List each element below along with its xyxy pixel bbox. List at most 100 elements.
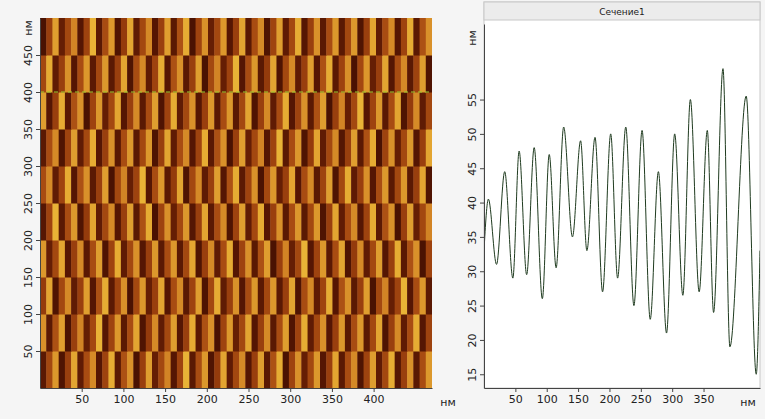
cell xyxy=(345,129,352,167)
cell xyxy=(177,18,184,56)
cell xyxy=(245,55,252,93)
cell xyxy=(84,92,91,130)
cell xyxy=(77,351,84,388)
cell xyxy=(388,166,395,204)
tick-label: 45 xyxy=(466,162,479,176)
cell xyxy=(364,314,371,352)
cell xyxy=(77,55,84,93)
cell xyxy=(227,240,234,278)
cell xyxy=(202,277,209,315)
cell xyxy=(152,166,159,204)
cell xyxy=(171,18,178,56)
cell xyxy=(395,351,402,388)
cell xyxy=(370,314,377,352)
cell xyxy=(370,351,377,388)
cell xyxy=(314,18,321,56)
cell xyxy=(314,92,321,130)
cell xyxy=(71,351,78,388)
cell xyxy=(376,314,383,352)
cell xyxy=(426,129,432,167)
cell xyxy=(326,166,333,204)
cell xyxy=(220,18,227,56)
cell xyxy=(264,314,271,352)
cell xyxy=(189,314,196,352)
cell xyxy=(264,18,271,56)
cell xyxy=(164,55,171,93)
cell xyxy=(264,129,271,167)
cell xyxy=(227,203,234,241)
cell xyxy=(339,92,346,130)
cell xyxy=(301,240,308,278)
cell xyxy=(258,92,265,130)
cell xyxy=(71,314,78,352)
cell xyxy=(326,203,333,241)
cell xyxy=(264,55,271,93)
cell xyxy=(326,92,333,130)
tick-mark xyxy=(36,166,40,167)
cell xyxy=(227,166,234,204)
cell xyxy=(252,314,259,352)
cell xyxy=(308,314,315,352)
cell xyxy=(270,129,277,167)
cell xyxy=(276,18,283,56)
cell xyxy=(196,129,203,167)
cell xyxy=(395,166,402,204)
tick-label: 40 xyxy=(466,196,479,210)
cell xyxy=(270,203,277,241)
tick-mark xyxy=(207,388,208,392)
cell xyxy=(283,314,290,352)
tick-label: 25 xyxy=(466,299,479,313)
cell xyxy=(407,314,414,352)
tick: 250 xyxy=(631,388,652,406)
tick-mark xyxy=(36,240,40,241)
cell xyxy=(196,92,203,130)
cell xyxy=(196,314,203,352)
cell xyxy=(239,55,246,93)
cell xyxy=(65,314,72,352)
cell xyxy=(351,92,358,130)
cell xyxy=(96,314,103,352)
tick: 450 xyxy=(22,45,40,66)
cell xyxy=(146,18,153,56)
cell xyxy=(295,203,302,241)
tick: 200 xyxy=(22,230,40,251)
cell xyxy=(364,92,371,130)
cell xyxy=(413,166,420,204)
cell xyxy=(127,55,134,93)
cell xyxy=(283,55,290,93)
cell xyxy=(59,203,66,241)
cell xyxy=(314,203,321,241)
cell xyxy=(339,129,346,167)
tick-mark xyxy=(480,237,484,238)
cell xyxy=(276,314,283,352)
cell xyxy=(407,18,414,56)
cell xyxy=(183,55,190,93)
cell xyxy=(245,277,252,315)
cell xyxy=(395,240,402,278)
cell xyxy=(183,314,190,352)
tick-mark xyxy=(641,388,642,392)
cell xyxy=(121,129,128,167)
cell xyxy=(326,18,333,56)
tick: 150 xyxy=(568,388,589,406)
tick-label: 50 xyxy=(466,127,479,141)
cell xyxy=(84,277,91,315)
cell xyxy=(127,240,134,278)
tick: 20 xyxy=(466,333,484,347)
cell xyxy=(376,18,383,56)
cell xyxy=(264,240,271,278)
cell xyxy=(376,129,383,167)
cell xyxy=(108,277,115,315)
cell xyxy=(376,55,383,93)
cell xyxy=(407,277,414,315)
axis: 50100150200250300350 xyxy=(485,388,761,406)
cell xyxy=(115,55,122,93)
title-bar xyxy=(484,2,760,20)
cell xyxy=(227,92,234,130)
cell xyxy=(52,92,59,130)
cell xyxy=(96,18,103,56)
cell xyxy=(301,351,308,388)
cell xyxy=(364,166,371,204)
cell xyxy=(270,314,277,352)
cell xyxy=(395,55,402,93)
